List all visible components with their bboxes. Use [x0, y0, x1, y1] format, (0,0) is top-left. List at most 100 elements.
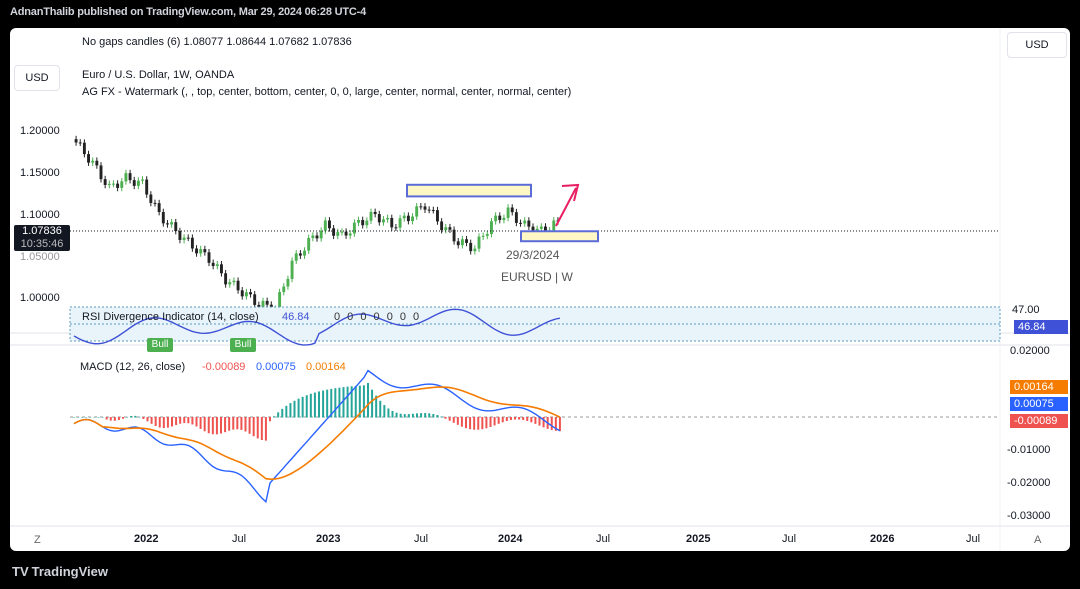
current-price: 1.07836	[22, 225, 62, 237]
macd-histogram-bar	[481, 417, 484, 430]
candle-body	[402, 215, 406, 219]
macd-histogram-bar	[224, 417, 227, 433]
watermark-indicator-label: AG FX - Watermark (, , top, center, bott…	[82, 86, 572, 98]
macd-histogram-bar	[215, 417, 218, 435]
x-label-jul-2022: Jul	[232, 533, 247, 545]
macd-histogram-bar	[330, 388, 333, 418]
macd-histogram-bar	[113, 417, 116, 421]
candle-body	[473, 248, 477, 252]
candle-body	[161, 212, 165, 224]
auto-scale-icon[interactable]: A	[1034, 534, 1042, 546]
candle-body	[361, 219, 365, 226]
macd-histogram-bar	[171, 417, 173, 427]
macd-histogram-bar	[346, 386, 349, 418]
x-label-jul-2023: Jul	[414, 533, 429, 545]
macd-histogram-bar	[416, 413, 418, 418]
macd-label: MACD (12, 26, close)	[80, 361, 186, 373]
candle-body	[261, 300, 265, 308]
macd-histogram-bar	[383, 405, 386, 418]
x-label-2023: 2023	[316, 533, 341, 545]
candle-body	[128, 173, 132, 181]
macd-axis-1: 0.02000	[1010, 345, 1050, 357]
candle-body	[323, 220, 327, 231]
candle-body	[240, 290, 244, 297]
candle-body	[419, 206, 423, 208]
candle-body	[311, 235, 315, 238]
chart-canvas[interactable]	[10, 28, 1070, 551]
macd-histogram-bar	[244, 417, 247, 432]
macd-histogram-bar	[158, 417, 161, 428]
macd-histogram-bar	[236, 417, 239, 430]
macd-signal-value: 0.00164	[306, 361, 346, 373]
macd-histogram-bar	[146, 417, 149, 422]
macd-histogram-bar	[162, 417, 165, 429]
macd-histogram-bar	[150, 417, 153, 424]
candle-body	[303, 250, 306, 256]
candle-body	[427, 209, 431, 211]
chart-panel[interactable]: No gaps candles (6) 1.08077 1.08644 1.07…	[10, 28, 1070, 551]
candle-body	[99, 165, 103, 180]
macd-histogram-bar	[391, 411, 394, 418]
macd-histogram-bar	[375, 395, 378, 418]
macd-histogram-bar	[322, 390, 325, 418]
macd-histogram-bar	[550, 417, 553, 431]
macd-histogram-bar	[473, 417, 476, 430]
macd-histogram-bar	[77, 417, 80, 418]
annotation-symbol: EURUSD | W	[501, 270, 573, 284]
macd-histogram-bar	[175, 417, 178, 426]
macd-axis-3: -0.02000	[1007, 477, 1051, 489]
macd-histogram-bar	[248, 417, 251, 434]
currency-button-top[interactable]: USD	[1007, 32, 1067, 58]
candle-body	[527, 220, 531, 227]
macd-histogram-bar	[211, 417, 214, 435]
macd-histogram-bar	[73, 417, 75, 418]
macd-histogram-bar	[207, 417, 210, 434]
candle-body	[286, 278, 290, 287]
macd-histogram-bar	[220, 417, 222, 434]
candle-body	[531, 226, 535, 234]
candle-body	[257, 304, 261, 308]
candle-body	[157, 203, 161, 213]
candle-body	[460, 239, 464, 246]
macd-histogram-bar	[134, 415, 137, 418]
macd-histogram-bar	[166, 417, 169, 428]
candle-body	[448, 227, 452, 230]
zoom-reset-icon[interactable]: Z	[34, 534, 41, 546]
candle-body	[377, 214, 381, 223]
candle-body	[124, 173, 128, 182]
macd-histogram-bar	[477, 417, 480, 430]
candle-body	[352, 222, 356, 234]
macd-histogram-bar	[432, 413, 435, 418]
macd-histogram-bar	[338, 387, 341, 418]
macd-histogram-bar	[126, 416, 129, 418]
macd-histogram-bar	[379, 400, 382, 418]
candle-body	[436, 210, 439, 222]
macd-histogram-bar	[448, 417, 451, 421]
tradingview-logo-icon: TV	[12, 564, 29, 579]
macd-histogram-bar	[411, 413, 414, 418]
macd-histogram-bar	[342, 387, 345, 418]
publish-header: AdnanThalib published on TradingView.com…	[10, 6, 366, 18]
macd-line-tag: 0.00075	[1010, 397, 1068, 411]
macd-histogram-bar	[285, 405, 288, 418]
macd-histogram-bar	[187, 417, 190, 424]
macd-histogram-bar	[403, 414, 406, 418]
candle-body	[112, 183, 115, 185]
candle-body	[452, 229, 456, 242]
candle-body	[290, 260, 294, 279]
macd-histogram-bar	[501, 417, 504, 423]
macd-histogram-bar	[297, 398, 300, 418]
candle-body	[506, 207, 510, 218]
annotation-date: 29/3/2024	[506, 248, 560, 262]
x-label-2024: 2024	[498, 533, 523, 545]
macd-histogram-bar	[440, 416, 443, 418]
candle-body	[265, 300, 269, 305]
macd-histogram-bar	[154, 417, 157, 427]
bull-label-1: Bull	[147, 338, 173, 352]
macd-histogram-bar	[85, 417, 88, 418]
rsi-price-tag: 46.84	[1014, 320, 1068, 334]
macd-histogram-bar	[485, 417, 488, 429]
macd-histogram-bar	[122, 417, 124, 419]
candle-body	[544, 226, 547, 231]
currency-button[interactable]: USD	[14, 65, 60, 91]
